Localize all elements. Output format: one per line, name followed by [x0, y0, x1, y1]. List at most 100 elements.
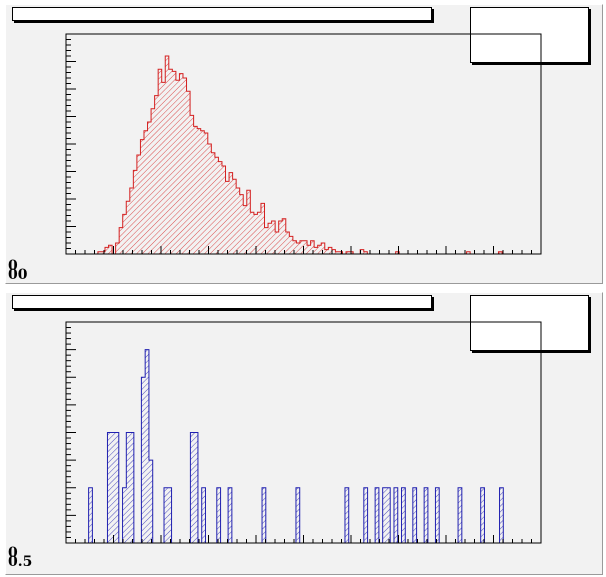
histogram-bar: [271, 221, 276, 254]
histogram-bar: [221, 166, 226, 254]
histogram-bar: [386, 487, 391, 543]
y-axis-label-1: 0.5: [8, 554, 33, 570]
histogram-bar: [154, 95, 159, 254]
histogram-bar: [264, 227, 269, 254]
stats-box: [470, 7, 589, 63]
histogram-bar: [393, 487, 398, 543]
histogram-bar: [190, 432, 195, 543]
histogram-bar: [141, 377, 146, 543]
plot-frame: [65, 321, 542, 544]
histogram-bar: [168, 69, 173, 254]
histogram-bar: [303, 240, 308, 254]
histogram-bar: [346, 251, 350, 254]
top-histogram-pad[interactable]: 0 00: [5, 4, 603, 284]
histogram-bar: [331, 249, 336, 254]
histogram-bar: [324, 249, 329, 254]
histogram-bar: [190, 115, 194, 255]
histogram-bar: [466, 251, 471, 254]
histogram-bar: [126, 432, 131, 543]
histogram-bar: [401, 487, 406, 543]
histogram-bar: [317, 245, 322, 254]
histogram-bar: [382, 487, 387, 543]
histogram-bar: [158, 69, 162, 254]
histogram-bar: [214, 157, 219, 254]
histogram-bar: [207, 144, 212, 254]
y-axis-label-1: 00: [8, 267, 28, 283]
histogram-bar: [499, 487, 504, 543]
histogram-bar: [338, 251, 343, 254]
histogram-bar: [115, 432, 119, 543]
histogram-bar: [161, 82, 166, 255]
histogram-bar: [104, 247, 109, 254]
histogram-bar: [412, 487, 417, 543]
histogram-bar: [129, 188, 134, 254]
histogram-bar: [498, 251, 503, 254]
histogram-bar: [395, 251, 400, 254]
histogram-bar: [289, 236, 293, 254]
histogram-bar: [268, 223, 272, 254]
histogram-bar: [186, 91, 191, 254]
histogram-bar: [218, 161, 222, 254]
stats-box: [470, 295, 589, 351]
histogram-bar: [97, 251, 102, 254]
histogram-bar: [225, 181, 230, 254]
histogram-bar: [232, 179, 237, 254]
histogram-bar: [101, 251, 105, 254]
histogram-bar: [108, 245, 113, 254]
histogram-bar: [122, 214, 127, 254]
histogram-bar: [253, 214, 258, 254]
histogram-bar: [211, 152, 215, 254]
y-axis-label-0: 0: [8, 545, 18, 561]
histogram-bar: [148, 460, 153, 543]
histogram-bar: [480, 487, 485, 543]
histogram-bottom-plot[interactable]: [6, 293, 604, 576]
histogram-bar: [262, 487, 266, 543]
histogram-bar: [228, 487, 232, 543]
histogram-bar: [299, 240, 304, 254]
histogram-bar: [175, 80, 180, 254]
histogram-bar: [257, 212, 261, 254]
histogram-bar: [147, 122, 152, 254]
histogram-bar: [216, 487, 221, 543]
histogram-bar: [179, 73, 183, 254]
histogram-bar: [126, 201, 130, 254]
histogram-bar: [229, 172, 233, 254]
histogram-bar: [201, 487, 206, 543]
histogram-bar: [239, 194, 244, 254]
histogram-bar: [314, 247, 318, 254]
histogram-bar: [165, 56, 169, 254]
histogram-bar: [236, 188, 240, 254]
histogram-bar: [458, 487, 462, 543]
histogram-bar: [321, 243, 325, 254]
histogram-bar: [115, 243, 120, 254]
histogram-title-box: [12, 295, 432, 309]
histogram-bar: [172, 71, 176, 255]
histogram-bar: [292, 240, 297, 254]
bottom-histogram-pad[interactable]: 0 0.5: [5, 292, 603, 575]
histogram-bar: [140, 139, 144, 254]
histogram-bar: [363, 251, 368, 254]
histogram-bar: [167, 487, 172, 543]
histogram-bar: [197, 128, 201, 254]
histogram-bar: [296, 243, 300, 254]
histogram-bar: [200, 130, 205, 254]
histogram-top-plot[interactable]: [6, 5, 604, 285]
histogram-bar: [182, 78, 187, 254]
histogram-bar: [285, 232, 290, 254]
histogram-bar: [204, 133, 208, 254]
histogram-bar: [122, 487, 127, 543]
histogram-bar: [143, 130, 148, 254]
histogram-bar: [88, 487, 93, 543]
histogram-bar: [310, 240, 315, 254]
histogram-bar: [278, 221, 283, 254]
histogram-bar: [164, 487, 168, 543]
histogram-bar: [282, 218, 286, 254]
histogram-bar: [111, 432, 116, 543]
histogram-bar: [435, 487, 440, 543]
histogram-bar: [133, 170, 137, 254]
histogram-bar: [151, 108, 155, 254]
histogram-bar: [360, 249, 364, 254]
histogram-bar: [375, 487, 379, 543]
histogram-bar: [145, 349, 149, 543]
histogram-bar: [295, 487, 300, 543]
